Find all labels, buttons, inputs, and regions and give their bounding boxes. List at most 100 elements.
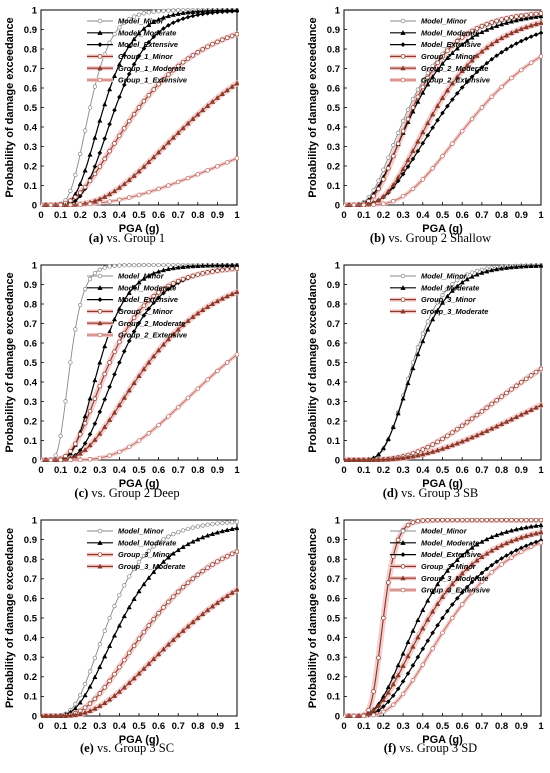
data-point (484, 405, 490, 410)
data-point (146, 273, 152, 278)
data-point (151, 263, 156, 268)
data-point (126, 444, 132, 450)
data-point (380, 697, 387, 703)
data-point (484, 27, 490, 32)
data-point (454, 90, 460, 96)
data-point (444, 293, 451, 299)
data-point (371, 202, 376, 207)
data-point (111, 188, 118, 194)
data-point (493, 545, 500, 550)
data-point (112, 371, 117, 377)
legend-item: Model_Moderate (390, 283, 479, 292)
data-point (440, 153, 445, 159)
data-point (509, 550, 514, 556)
data-point (420, 90, 426, 95)
data-point (127, 574, 132, 579)
data-point (205, 263, 211, 268)
data-point (204, 607, 211, 613)
data-point (170, 12, 176, 17)
data-point (126, 604, 132, 610)
data-point (87, 457, 93, 462)
data-point (449, 442, 456, 448)
data-point (87, 178, 93, 184)
legend-marker (97, 42, 103, 48)
legend-label: Group_3_Minor (421, 562, 477, 571)
data-point (121, 181, 128, 187)
data-point (63, 399, 68, 404)
y-tick-label: 0.1 (327, 436, 341, 447)
data-point (415, 654, 421, 660)
data-point (92, 377, 98, 383)
data-point (175, 130, 181, 135)
data-point (430, 316, 436, 322)
data-point (489, 570, 495, 575)
data-point (440, 518, 445, 523)
data-point (41, 202, 44, 207)
data-point (459, 128, 465, 134)
data-point (210, 269, 215, 274)
data-point (126, 290, 132, 295)
data-point (376, 186, 381, 192)
data-point (498, 421, 505, 427)
data-point (415, 87, 421, 92)
data-point (72, 453, 79, 459)
x-tick-label: 0.5 (132, 210, 146, 221)
legend-label: Group_2_Extensive (118, 331, 187, 340)
data-point (185, 318, 191, 323)
data-point (425, 319, 430, 324)
data-point (410, 365, 416, 371)
data-point (234, 156, 239, 161)
data-point (474, 432, 480, 438)
data-point (234, 549, 239, 554)
data-point (151, 87, 156, 92)
series-Group_3_Moderate (41, 586, 239, 718)
data-point (92, 171, 98, 177)
y-tick-label: 0.5 (24, 358, 38, 369)
data-point (434, 601, 441, 607)
y-tick-label: 0 (32, 711, 37, 722)
y-axis-title: Probability of damage exceedance (307, 528, 319, 708)
data-point (68, 457, 73, 462)
data-point (450, 615, 455, 621)
x-tick-label: 0.6 (152, 210, 165, 221)
data-point (126, 680, 132, 685)
data-point (479, 270, 485, 275)
legend-item: Group_3_Minor (390, 562, 477, 571)
data-point (122, 263, 127, 268)
data-point (131, 675, 137, 681)
data-point (371, 689, 376, 694)
data-point (528, 14, 534, 20)
legend-label: Group_3_Moderate (421, 574, 488, 583)
y-tick-label: 0.5 (327, 358, 341, 369)
data-point (464, 584, 470, 590)
panel-caption-letter: (c) (74, 486, 88, 500)
data-point (195, 272, 201, 277)
data-point (514, 14, 519, 19)
data-point (528, 373, 534, 378)
legend-marker (400, 65, 406, 71)
data-point (180, 10, 186, 16)
data-point (344, 202, 347, 207)
data-point (469, 416, 475, 421)
data-point (210, 521, 215, 527)
data-point (513, 28, 520, 33)
data-point (420, 451, 426, 457)
data-point (519, 549, 524, 555)
data-point (185, 395, 191, 401)
data-point (190, 273, 196, 279)
data-point (454, 440, 460, 446)
y-tick-label: 1 (335, 5, 341, 16)
y-axis-title: Probability of damage exceedance (4, 528, 16, 708)
data-point (229, 33, 235, 39)
panel-caption-text: vs. Group 3 SD (396, 741, 477, 755)
data-point (77, 181, 83, 186)
data-point (214, 94, 221, 100)
data-point (395, 537, 401, 543)
data-point (225, 520, 230, 525)
data-point (504, 553, 509, 558)
data-point (166, 263, 171, 268)
y-tick-label: 0.2 (24, 161, 37, 172)
data-point (518, 26, 525, 31)
data-point (156, 422, 161, 428)
data-point (116, 402, 123, 408)
